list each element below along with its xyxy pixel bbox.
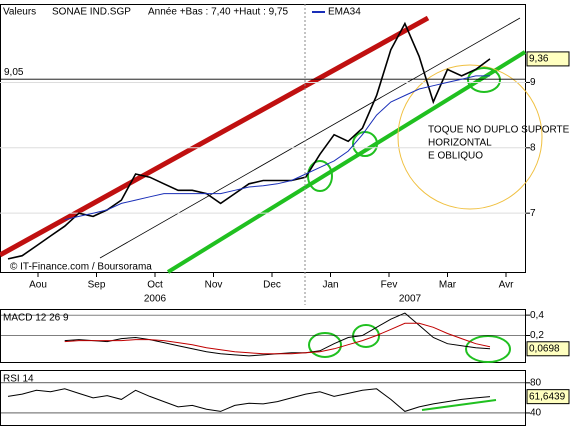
touch-circle [352,324,380,348]
y-tick-label: 0,2 [530,330,544,341]
support-line [166,50,527,274]
annotation: E OBLIQUO [428,151,483,162]
credit: © IT-Finance.com / Boursorama [10,262,152,273]
header-symbol: SONAE IND.SGP [52,7,131,18]
series-line [7,388,491,412]
price-frame [0,4,526,273]
last-value-label: 9,36 [529,54,549,65]
y-tick-label: 40 [530,408,542,419]
level-label: 9,05 [4,67,24,78]
touch-circle [308,332,342,358]
highlight-circle [397,64,543,210]
y-tick-label: 8 [530,142,536,153]
year-label: 2007 [399,294,422,305]
x-tick-label: Aou [29,280,47,291]
legend-label: EMA34 [328,7,361,18]
x-tick-label: Dec [263,280,281,291]
y-tick-label: 80 [530,377,542,388]
last-value-label: 61,6439 [529,391,566,402]
rsi-trend [421,399,497,411]
channel-line [99,17,521,259]
annotation: HORIZONTAL [428,138,492,149]
y-tick-label: 7 [530,208,536,219]
y-tick-label: 0,4 [530,310,544,321]
last-value-label: 0,0698 [529,343,560,354]
x-tick-label: Jan [322,280,338,291]
touch-circle [307,160,333,192]
touch-circle [352,131,378,157]
rsi-frame [0,370,526,426]
header-range: Année +Bas : 7,40 +Haut : 9,75 [148,7,289,18]
series-line [7,21,491,260]
macd-title: MACD 12 26 9 [3,313,69,324]
touch-circle [467,67,501,93]
series-line [64,322,491,355]
x-tick-label: Avr [499,280,514,291]
last-value-box [526,341,570,357]
x-tick-label: Sep [88,280,106,291]
x-tick-label: Fev [381,280,398,291]
touch-circle [465,335,511,363]
last-value-box [526,51,570,67]
annotation: TOQUE NO DUPLO SUPORTE / [428,125,570,136]
header-label: Valeurs [3,7,36,18]
macd-frame [0,309,526,363]
year-label: 2006 [144,294,167,305]
x-tick-label: Nov [205,280,223,291]
resistance-line [0,15,430,258]
rsi-title: RSI 14 [3,374,34,385]
last-value-box [526,389,570,405]
x-tick-label: Oct [147,280,163,291]
series-line [64,75,490,221]
y-tick-label: 9 [530,77,536,88]
x-tick-label: Mar [439,280,457,291]
